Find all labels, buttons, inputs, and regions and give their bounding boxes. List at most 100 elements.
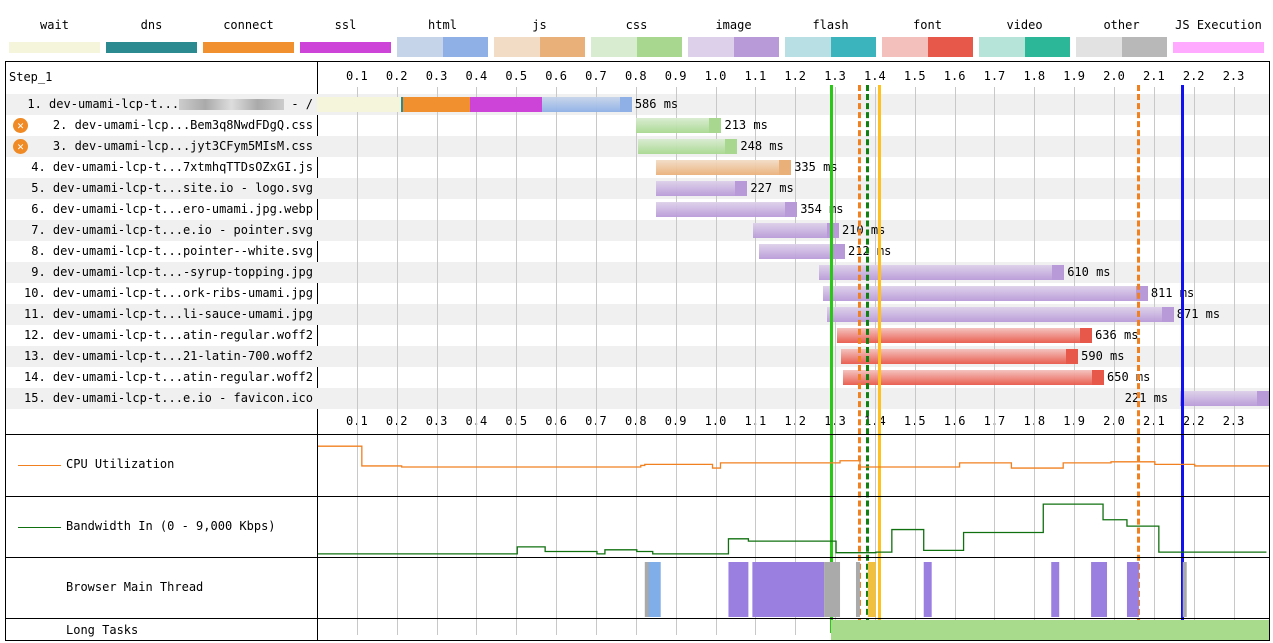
gridline [595,87,597,635]
request-label[interactable]: 11. dev-umami-lcp-t...li-sauce-umami.jpg [6,304,313,325]
main-thread-panel: Browser Main Thread [6,557,1269,618]
request-label[interactable]: 1. dev-umami-lcp-t... - / [6,94,313,115]
request-name: 14. dev-umami-lcp-t...atin-regular.woff2 [24,370,313,384]
warning-icon: ✕ [13,118,28,133]
axis-tick-label: 0.8 [624,69,647,83]
bandwidth-graph [318,503,1267,555]
request-label[interactable]: 4. dev-umami-lcp-t...7xtmhqTTDsOZxGI.js [6,157,313,178]
request-download-css [709,118,722,133]
request-bar-image[interactable] [823,286,1148,301]
axis-tick-label: 0.6 [545,69,567,83]
step-label: Step_1 [9,70,53,84]
axis-tick-label: 1.0 [704,69,727,83]
request-name: 6. dev-umami-lcp-t...ero-umami.jpg.webp [31,202,313,216]
request-label[interactable]: 10. dev-umami-lcp-t...ork-ribs-umami.jpg [6,283,313,304]
request-duration: 610 ms [1067,265,1111,279]
request-phase-wait [317,97,401,112]
request-bar-image[interactable] [1179,391,1270,406]
axis-tick-label: 1.4 [864,69,886,83]
table-row[interactable] [6,388,1269,409]
request-duration: 871 ms [1176,307,1221,321]
gridline [795,87,797,635]
axis-tick-label: 0.7 [585,69,607,83]
main-thread-activity [648,562,661,617]
legend-item-ssl: ssl [297,18,394,57]
request-label[interactable]: 9. dev-umami-lcp-t...-syrup-topping.jpg [6,262,313,283]
request-label[interactable]: 8. dev-umami-lcp-t...pointer--white.svg [6,241,313,262]
request-label[interactable]: 14. dev-umami-lcp-t...atin-regular.woff2 [6,367,313,388]
gridline [396,87,398,635]
request-bar-font[interactable] [843,370,1105,385]
request-download-html [619,97,632,112]
request-duration: 335 ms [794,160,838,174]
table-row[interactable] [6,178,1269,199]
axis-tick-label: 1.6 [943,69,966,83]
main-thread-activity [1126,562,1139,617]
legend-swatch [1173,42,1264,53]
legend-label: dns [140,18,163,32]
request-bar-image[interactable] [759,244,845,259]
request-download-font [1092,370,1105,385]
request-label[interactable]: 3. dev-umami-lcp...jyt3CFym5MIsM.css [6,136,313,157]
gridline [516,87,518,635]
bandwidth-legend-line [18,527,61,528]
request-bar-js[interactable] [655,160,792,175]
table-row[interactable] [6,136,1269,157]
request-download-image [1257,391,1270,406]
legend-swatch [1076,37,1167,57]
request-label[interactable]: 12. dev-umami-lcp-t...atin-regular.woff2 [6,325,313,346]
legend-item-video: video [976,18,1073,57]
legend-label: image [715,18,752,32]
legend-item-js: js [491,18,588,57]
legend-label: ssl [334,18,357,32]
table-row[interactable] [6,220,1269,241]
request-bar-image[interactable] [753,223,840,238]
request-bar-css[interactable] [635,118,722,133]
request-download-font [1080,328,1093,343]
gridline [755,87,757,635]
main-thread-activity [1182,562,1187,617]
legend-label: html [428,18,457,32]
legend-swatch [494,37,585,57]
main-thread-activity [855,562,860,617]
request-label[interactable]: 5. dev-umami-lcp-t...site.io - logo.svg [6,178,313,199]
main-thread-activity [728,562,749,617]
axis-tick-label: 0.4 [465,69,488,83]
request-bar-image[interactable] [655,202,798,217]
timing-marker-line [1136,85,1140,633]
request-bar-font[interactable] [841,349,1079,364]
request-duration: 227 ms [750,181,794,195]
axis-tick-label: 0.2 [385,69,408,83]
request-label[interactable]: 6. dev-umami-lcp-t...ero-umami.jpg.webp [6,199,313,220]
legend-item-flash: flash [782,18,879,57]
legend-label: connect [223,18,274,32]
request-bar-font[interactable] [837,328,1093,343]
legend-item-dns: dns [103,18,200,57]
timing-marker-line [877,85,881,633]
request-duration: 586 ms [634,97,679,111]
request-bar-css[interactable] [637,139,738,154]
request-label[interactable]: 15. dev-umami-lcp-t...e.io - favicon.ico [6,388,313,409]
legend-item-other: other [1073,18,1170,57]
axis-tick-label: 2.0 [1103,69,1125,83]
request-duration: 590 ms [1081,349,1125,363]
request-download-js [779,160,792,175]
request-download-image [1052,265,1065,280]
request-bar-image[interactable] [655,181,748,196]
legend-item-css: css [588,18,685,57]
request-label[interactable]: 7. dev-umami-lcp-t...e.io - pointer.svg [6,220,313,241]
request-download-font [1066,349,1079,364]
request-bar-image[interactable] [827,307,1174,322]
request-name: 9. dev-umami-lcp-t...-syrup-topping.jpg [31,265,313,279]
cpu-legend-line [18,465,61,466]
axis-tick-label: 1.7 [983,69,1006,83]
timing-marker-line [830,85,834,633]
axis-tick-label: 0.3 [425,69,448,83]
request-download-image [735,181,748,196]
request-duration: 210 ms [842,223,886,237]
request-label[interactable]: 2. dev-umami-lcp...Bem3q8NwdFDgQ.css [6,115,313,136]
request-label[interactable]: 13. dev-umami-lcp-t...21-latin-700.woff2 [6,346,313,367]
request-bar-image[interactable] [819,265,1065,280]
gridline [1233,87,1235,635]
request-duration: 212 ms [848,244,892,258]
